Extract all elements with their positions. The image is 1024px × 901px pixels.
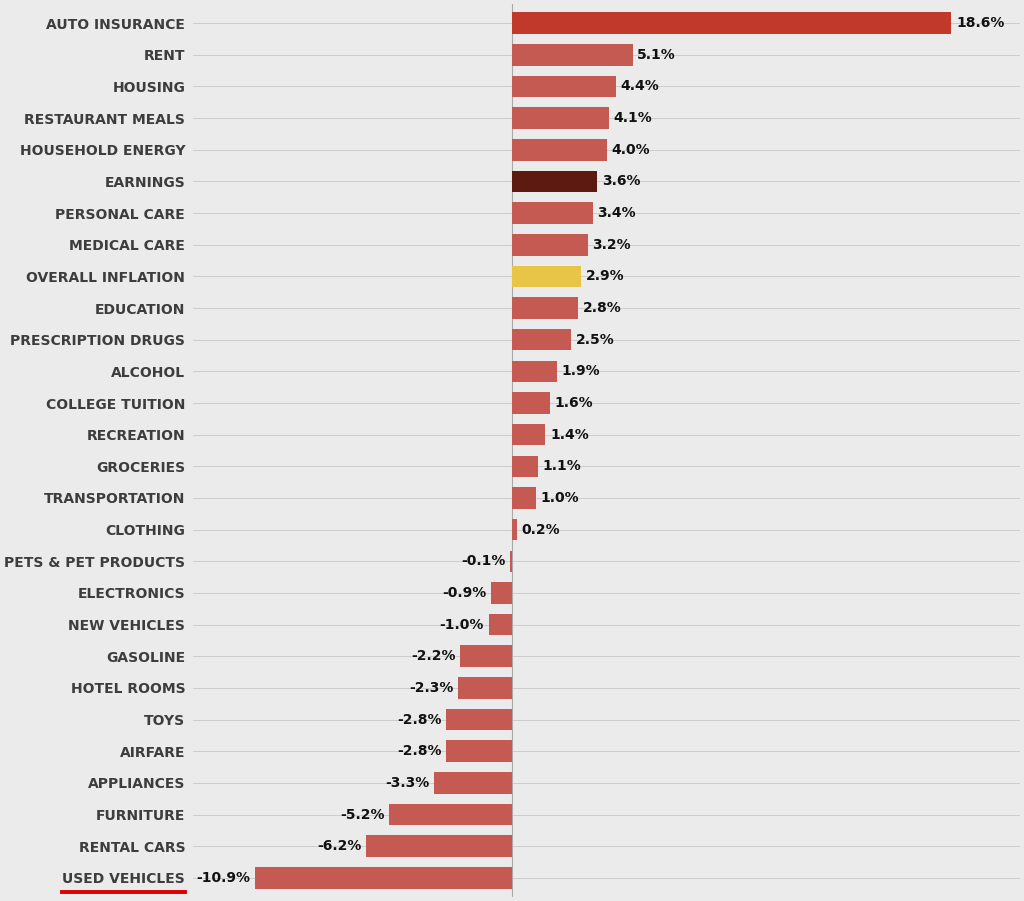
Text: -3.3%: -3.3%: [385, 776, 430, 790]
Bar: [512, 423, 546, 445]
Bar: [255, 867, 512, 888]
Text: -2.2%: -2.2%: [411, 650, 456, 663]
Text: 18.6%: 18.6%: [956, 16, 1005, 30]
Bar: [512, 519, 517, 541]
Text: -0.1%: -0.1%: [461, 554, 505, 569]
Bar: [512, 360, 557, 382]
Bar: [446, 709, 512, 731]
Text: 1.6%: 1.6%: [555, 396, 593, 410]
Bar: [512, 107, 609, 129]
Bar: [512, 329, 571, 350]
Text: 4.0%: 4.0%: [611, 142, 650, 157]
Bar: [366, 835, 512, 857]
Text: 1.0%: 1.0%: [541, 491, 580, 505]
Bar: [512, 13, 951, 34]
Text: -1.0%: -1.0%: [439, 617, 484, 632]
Text: -2.8%: -2.8%: [397, 713, 441, 726]
Bar: [512, 487, 536, 509]
Bar: [488, 614, 512, 635]
Bar: [512, 203, 593, 223]
Bar: [512, 234, 588, 256]
Bar: [512, 170, 597, 192]
Text: -5.2%: -5.2%: [340, 807, 385, 822]
Text: 1.1%: 1.1%: [543, 460, 582, 473]
Bar: [512, 76, 616, 97]
Text: -10.9%: -10.9%: [197, 871, 250, 885]
Text: 5.1%: 5.1%: [637, 48, 676, 62]
Text: -2.8%: -2.8%: [397, 744, 441, 759]
Text: 1.9%: 1.9%: [562, 364, 600, 378]
Text: 3.6%: 3.6%: [602, 175, 640, 188]
Bar: [512, 297, 579, 319]
Text: 3.2%: 3.2%: [593, 238, 631, 251]
Text: 2.9%: 2.9%: [586, 269, 624, 284]
Text: 4.4%: 4.4%: [621, 79, 659, 94]
Bar: [512, 456, 539, 478]
Bar: [512, 392, 550, 414]
Bar: [490, 582, 512, 604]
Bar: [458, 678, 512, 698]
Bar: [434, 772, 512, 794]
Bar: [460, 645, 512, 667]
Text: 4.1%: 4.1%: [613, 111, 652, 125]
Text: 2.8%: 2.8%: [583, 301, 622, 315]
Bar: [389, 804, 512, 825]
Text: -0.9%: -0.9%: [442, 586, 486, 600]
Bar: [512, 44, 633, 66]
Text: 3.4%: 3.4%: [597, 206, 636, 220]
Bar: [512, 139, 606, 160]
Text: 2.5%: 2.5%: [575, 332, 614, 347]
Bar: [512, 266, 581, 287]
Text: -2.3%: -2.3%: [409, 681, 454, 695]
Bar: [510, 551, 512, 572]
Bar: [446, 741, 512, 762]
Text: -6.2%: -6.2%: [316, 839, 361, 853]
Text: 0.2%: 0.2%: [521, 523, 560, 537]
Text: 1.4%: 1.4%: [550, 428, 589, 441]
